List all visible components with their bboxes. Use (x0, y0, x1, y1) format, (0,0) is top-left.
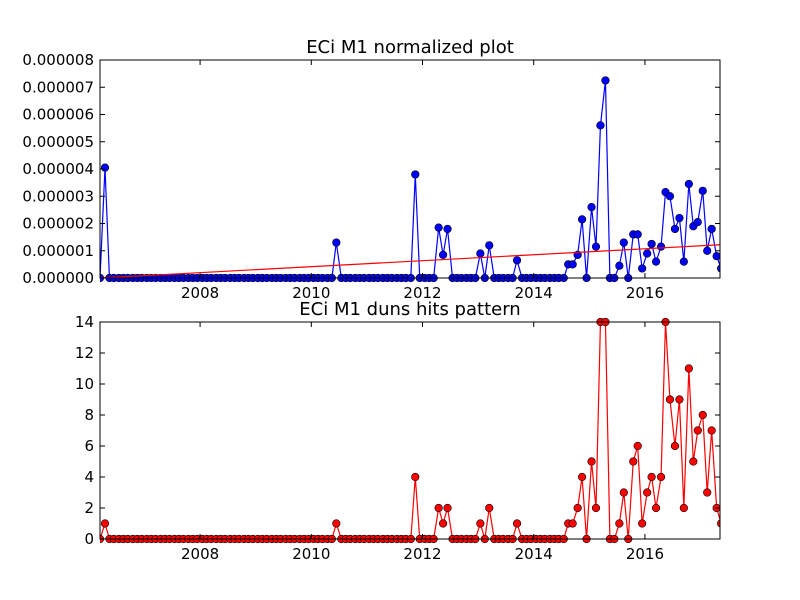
y-tick-label: 0.000004 (22, 160, 94, 178)
data-point (676, 214, 684, 222)
data-point (703, 489, 711, 497)
data-point (616, 262, 624, 270)
y-tick-label: 4 (84, 468, 94, 486)
data-point (638, 265, 646, 273)
y-tick-label: 0 (84, 530, 94, 548)
data-point (574, 504, 582, 512)
data-point (699, 411, 707, 419)
data-point (708, 225, 716, 233)
data-point (671, 442, 679, 450)
data-point (477, 520, 485, 528)
data-point (616, 520, 624, 528)
data-point (435, 224, 443, 232)
y-tick-label: 14 (75, 313, 94, 331)
y-tick-label: 0.000008 (22, 51, 94, 69)
x-tick-label: 2010 (292, 545, 330, 563)
x-tick-label: 2008 (181, 545, 219, 563)
data-point (652, 504, 660, 512)
data-point (648, 240, 656, 248)
data-point (578, 473, 586, 481)
data-point (685, 180, 693, 188)
data-point (439, 520, 447, 528)
data-point (333, 239, 341, 247)
data-point (513, 256, 521, 264)
data-point (648, 473, 656, 481)
data-point (657, 473, 665, 481)
data-point (444, 225, 452, 233)
x-tick-label: 2016 (626, 284, 664, 302)
y-tick-label: 0.000005 (22, 133, 94, 151)
data-point (602, 77, 610, 85)
data-point (685, 365, 693, 373)
data-point (569, 261, 577, 269)
data-point (680, 504, 688, 512)
data-point (652, 258, 660, 266)
y-tick-label: 6 (84, 437, 94, 455)
data-point (634, 442, 642, 450)
data-point (634, 231, 642, 239)
data-point (513, 520, 521, 528)
y-tick-label: 12 (75, 344, 94, 362)
chart-title: ECi M1 normalized plot (306, 37, 514, 58)
data-point (101, 520, 109, 528)
y-tick-label: 0.000003 (22, 187, 94, 205)
x-tick-label: 2014 (515, 545, 553, 563)
data-point (694, 218, 702, 226)
x-tick-label: 2008 (181, 284, 219, 302)
data-point (592, 243, 600, 251)
y-tick-label: 0.000001 (22, 242, 94, 260)
data-point (101, 164, 109, 172)
data-point (569, 520, 577, 528)
y-tick-label: 0.000002 (22, 215, 94, 233)
data-point (657, 243, 665, 251)
data-point (666, 396, 674, 404)
data-point (477, 250, 485, 258)
data-point (592, 504, 600, 512)
data-point (703, 247, 711, 255)
y-tick-label: 0.000007 (22, 78, 94, 96)
data-point (444, 504, 452, 512)
data-point (485, 504, 493, 512)
data-point (690, 458, 698, 466)
data-point (411, 171, 419, 179)
data-point (643, 489, 651, 497)
data-point (666, 192, 674, 200)
data-point (671, 225, 679, 233)
data-point (713, 252, 721, 260)
chart-title: ECi M1 duns hits pattern (299, 299, 520, 320)
data-point (643, 250, 651, 258)
y-tick-label: 8 (84, 406, 94, 424)
data-point (411, 473, 419, 481)
data-point (439, 251, 447, 259)
y-tick-label: 10 (75, 375, 94, 393)
data-point (333, 520, 341, 528)
data-point (638, 520, 646, 528)
x-tick-label: 2016 (626, 545, 664, 563)
data-point (680, 258, 688, 266)
data-point (620, 489, 628, 497)
data-point (620, 239, 628, 247)
y-tick-label: 0.000006 (22, 106, 94, 124)
data-point (629, 458, 637, 466)
data-point (708, 427, 716, 435)
data-point (435, 504, 443, 512)
data-point (694, 427, 702, 435)
y-tick-label: 2 (84, 499, 94, 517)
data-point (578, 216, 586, 224)
x-tick-label: 2012 (403, 545, 441, 563)
data-point (588, 458, 596, 466)
data-point (597, 122, 605, 130)
data-point (485, 242, 493, 250)
data-point (588, 203, 596, 211)
data-point (699, 187, 707, 195)
y-tick-label: 0.000000 (22, 269, 94, 287)
data-point (676, 396, 684, 404)
